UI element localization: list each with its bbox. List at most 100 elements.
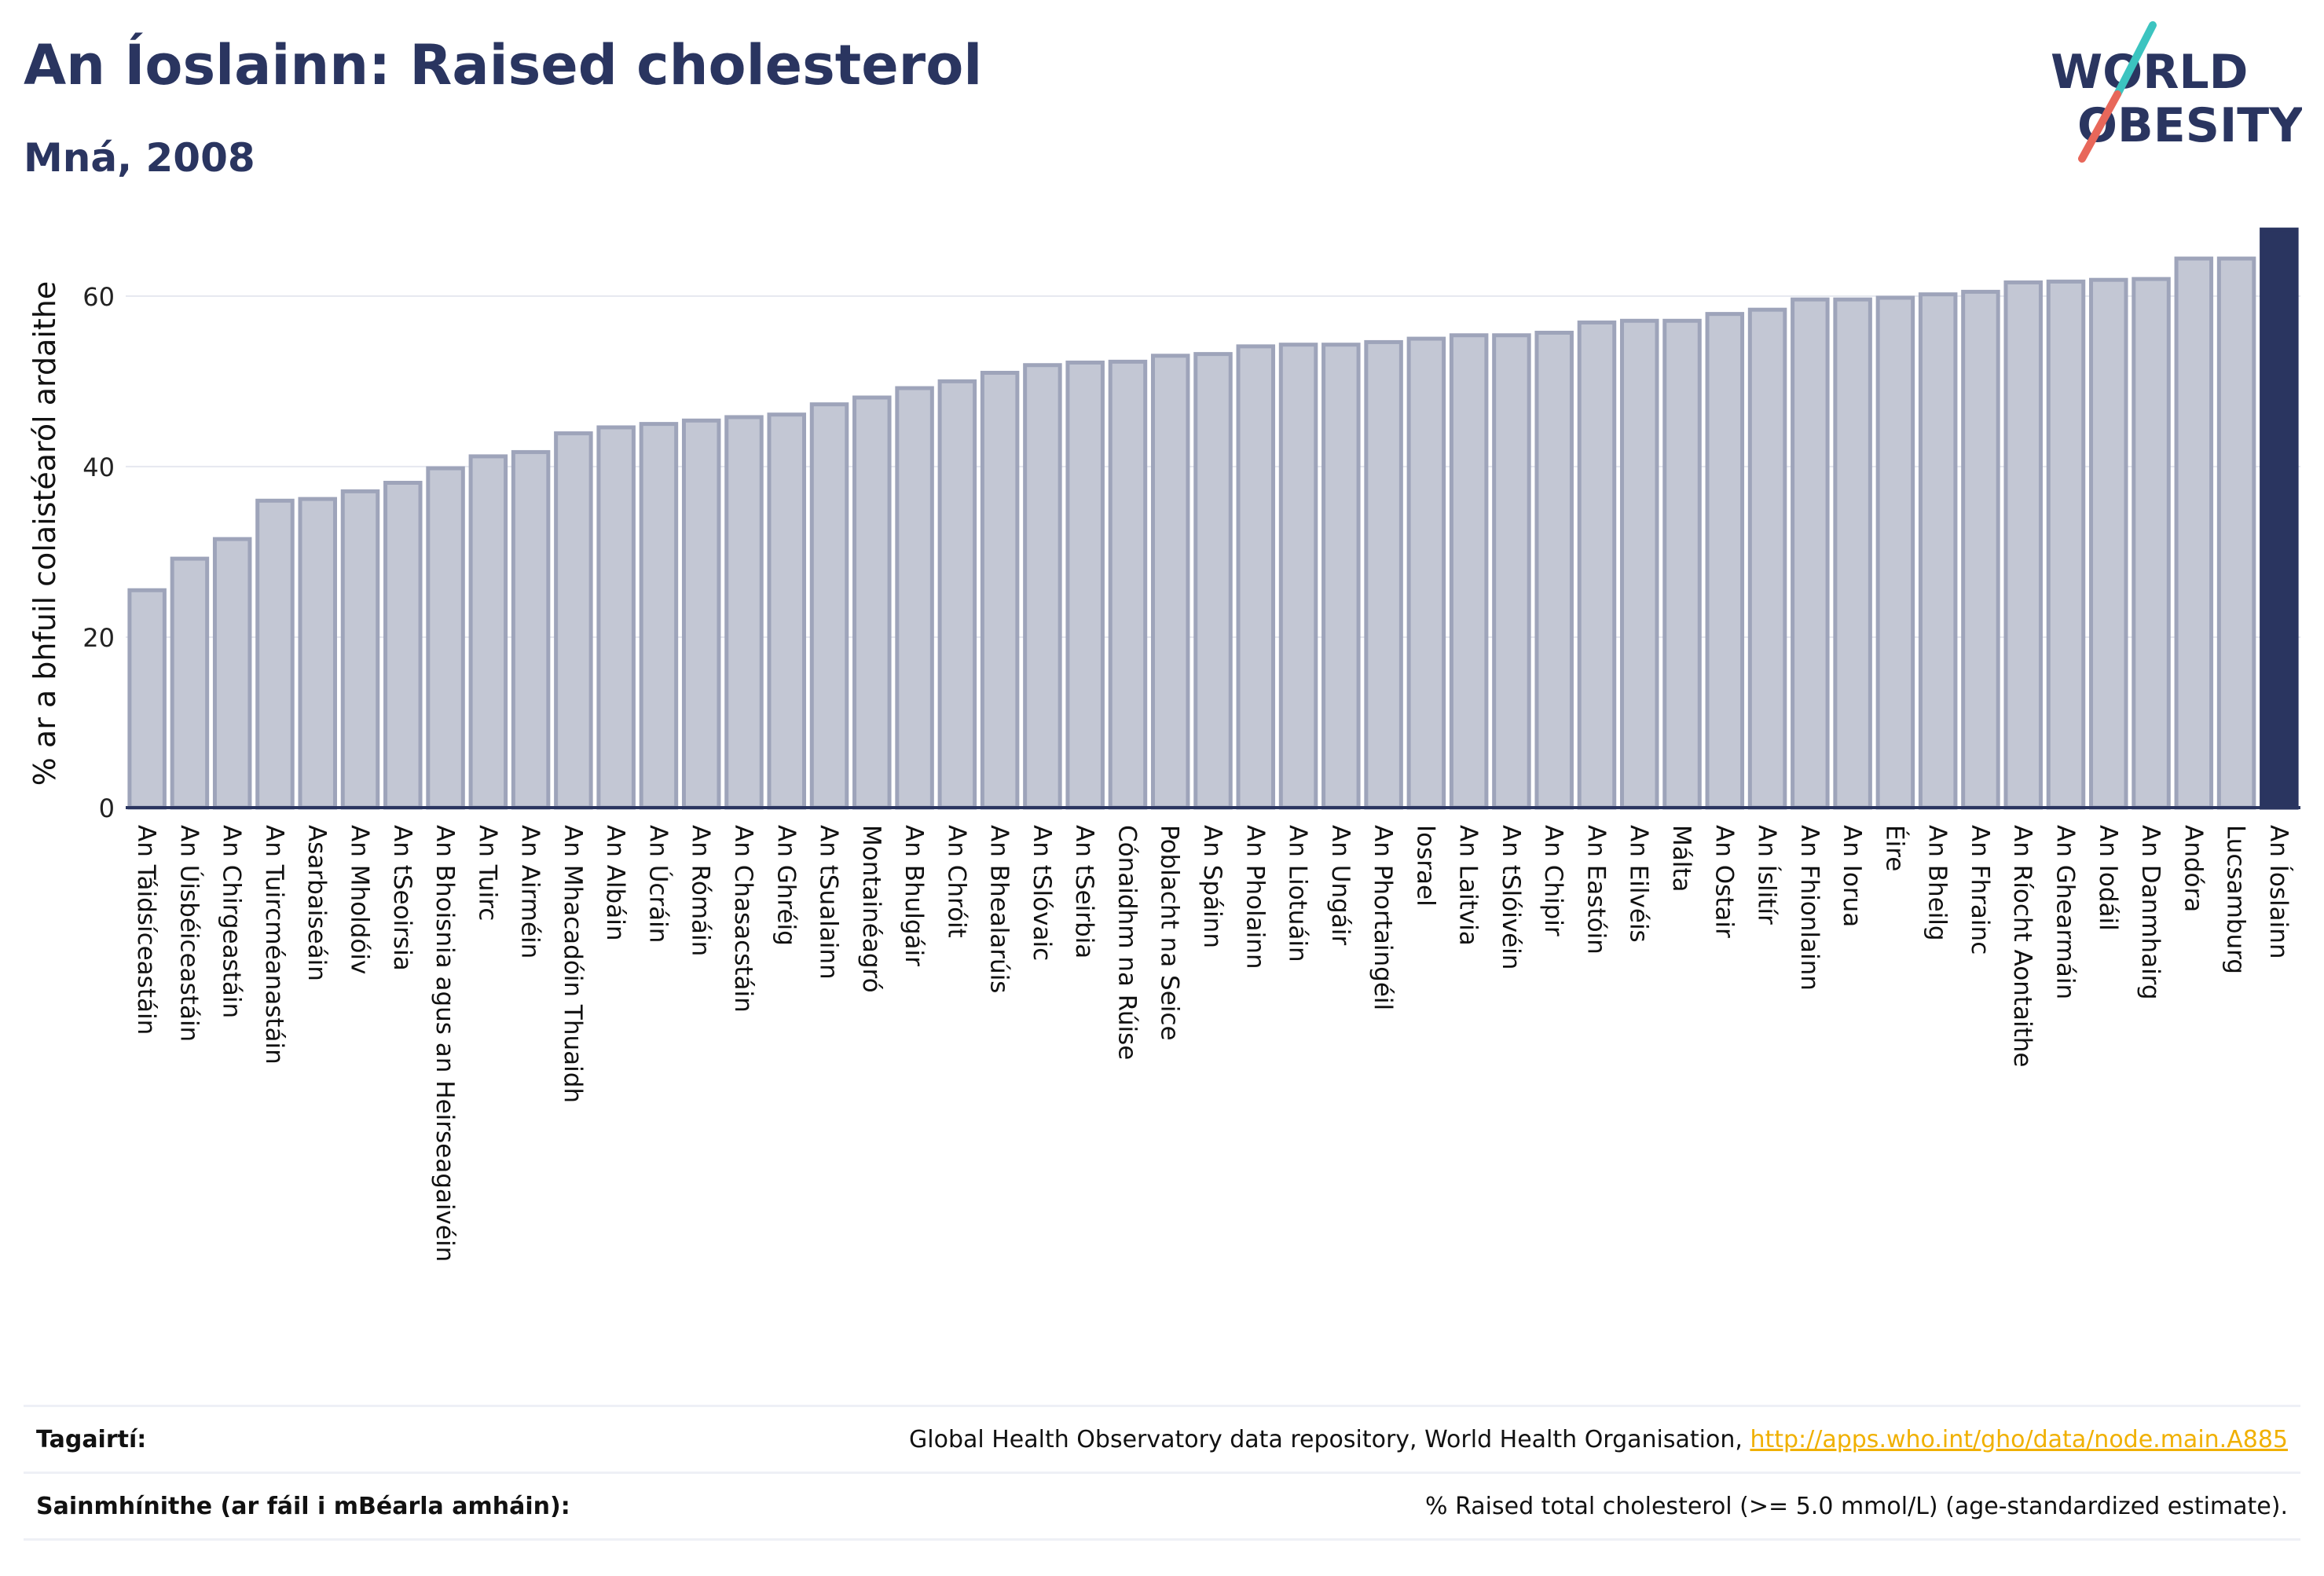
x-tick-label: An tSualainn — [815, 825, 843, 980]
x-tick-label: An tSlóvaic — [1028, 825, 1056, 961]
x-tick-label: An Úcráin — [643, 825, 673, 943]
x-tick-label: An Ríocht Aontaithe — [2008, 825, 2036, 1067]
bar — [554, 431, 593, 810]
x-tick-label: Iosrael — [1411, 825, 1439, 907]
logo-slash-top — [2113, 21, 2157, 98]
bar — [255, 498, 295, 810]
reference-row-definition: Sainmhínithe (ar fáil i mBéarla amháin):… — [24, 1472, 2300, 1541]
bar — [852, 395, 892, 810]
bar — [767, 412, 807, 810]
logo-slash-bottom — [2078, 90, 2121, 163]
definition-label: Sainmhínithe (ar fáil i mBéarla amháin): — [36, 1492, 570, 1520]
bar — [639, 422, 679, 810]
x-tick-label: An Tuirc — [473, 825, 501, 921]
x-tick-label: An Bheilg — [1923, 825, 1952, 941]
x-tick-label: An Ostair — [1710, 825, 1738, 938]
logo-line2: OBESITY — [2077, 98, 2302, 153]
bar — [2003, 280, 2043, 810]
bar-chart: 0 20 40 60 % ar a bhfuil colaistéaról ardait… — [27, 227, 2300, 1262]
x-tick-label: An Chirgeastáin — [218, 825, 246, 1018]
source-text: Global Health Observatory data repositor… — [909, 1425, 1750, 1453]
logo-line1: WORLD — [2051, 45, 2248, 100]
x-tick-label: An Laitvia — [1454, 825, 1483, 946]
source-label: Tagairtí: — [36, 1425, 147, 1453]
bar — [383, 481, 423, 810]
page-subtitle: Mná, 2008 — [24, 135, 255, 181]
x-tick-label: An Chróit — [942, 825, 970, 938]
bar — [937, 379, 977, 810]
x-tick-label: An Danmhairg — [2136, 825, 2165, 1000]
bar — [1406, 336, 1446, 810]
x-tick-label: Asarbaiseáin — [302, 825, 331, 981]
x-tick-label: Málta — [1667, 825, 1695, 892]
x-tick-label: An Bhoisnia agus an Heirseagaivéin — [431, 825, 459, 1262]
bar — [212, 537, 252, 810]
bar — [895, 386, 934, 810]
bar — [2174, 256, 2214, 810]
y-tick-label: 60 — [82, 282, 115, 312]
bar — [1364, 339, 1403, 810]
x-tick-label: An Ghearmáin — [2051, 825, 2079, 999]
x-tick-label: An Bhulgáir — [900, 825, 928, 966]
y-tick-label: 0 — [99, 793, 115, 823]
x-tick-label: An Ghréig — [772, 825, 800, 946]
bar — [2216, 256, 2256, 810]
bar — [2132, 277, 2171, 810]
x-tick-label: Éire — [1880, 825, 1908, 871]
bar — [170, 556, 210, 810]
bar — [1449, 333, 1489, 810]
x-tick-label: An Airméin — [516, 825, 544, 958]
bar — [1791, 297, 1830, 810]
y-tick-label: 40 — [82, 453, 115, 482]
definition-text: % Raised total cholesterol (>= 5.0 mmol/… — [1425, 1492, 2288, 1520]
x-tick-label: An Tuircméanastáin — [260, 825, 288, 1065]
bar — [1833, 297, 1872, 810]
bar — [1150, 354, 1190, 810]
x-tick-label: An tSeoirsia — [388, 825, 416, 971]
x-tick-label: An Iodáil — [2094, 825, 2122, 931]
world-obesity-logo: WORLD OBESITY — [2051, 21, 2302, 163]
bar — [1278, 343, 1318, 810]
x-tick-label: An Spáinn — [1198, 825, 1226, 948]
bar — [1577, 320, 1617, 810]
bar — [596, 425, 636, 810]
source-value: Global Health Observatory data repositor… — [909, 1426, 2300, 1453]
x-tick-label: An tSeirbia — [1070, 825, 1098, 958]
y-axis-label: % ar a bhfuil colaistéaról ardaithe — [27, 281, 62, 786]
x-tick-label: Poblacht na Seice — [1156, 825, 1184, 1041]
bar — [1193, 352, 1233, 810]
x-tick-label: Andóra — [2179, 825, 2207, 912]
x-tick-label: An Fhrainc — [1966, 825, 1994, 955]
bar — [681, 418, 721, 810]
bar — [1065, 360, 1105, 810]
bar — [724, 415, 764, 810]
bar — [298, 497, 337, 810]
x-tick-label: An Ungáir — [1326, 825, 1354, 945]
bar — [468, 454, 508, 810]
bar — [1662, 318, 1702, 810]
bar — [1705, 312, 1745, 810]
references-table: Tagairtí: Global Health Observatory data… — [24, 1405, 2300, 1541]
x-tick-label: An Eastóin — [1582, 825, 1610, 955]
x-tick-label: An Íoslainn — [2264, 825, 2293, 959]
x-tick-label: Cónaidhm na Rúise — [1113, 825, 1141, 1060]
x-tick-label: An Mhacadóin Thuaidh — [559, 825, 587, 1103]
bar — [340, 489, 380, 810]
bar — [1023, 363, 1062, 810]
x-tick-label: An Phortaingéil — [1369, 825, 1397, 1010]
bar — [511, 449, 551, 810]
x-tick-label: An Íslitír — [1753, 825, 1781, 925]
bar — [2089, 277, 2128, 810]
bar — [1747, 307, 1787, 810]
x-tick-label: An Bhealarúis — [985, 825, 1014, 993]
bar-highlight — [2260, 227, 2299, 810]
bar — [1534, 330, 1574, 810]
bar — [980, 371, 1020, 810]
source-link[interactable]: http://apps.who.int/gho/data/node.main.A… — [1750, 1425, 2288, 1453]
x-tick-label: An Albáin — [601, 825, 629, 940]
y-tick-label: 20 — [82, 623, 115, 653]
bar — [1918, 292, 1958, 810]
x-tick-label: An Pholainn — [1241, 825, 1269, 969]
x-tick-label: An tSlóivéin — [1497, 825, 1525, 969]
x-tick-label: An Iorua — [1838, 825, 1866, 927]
